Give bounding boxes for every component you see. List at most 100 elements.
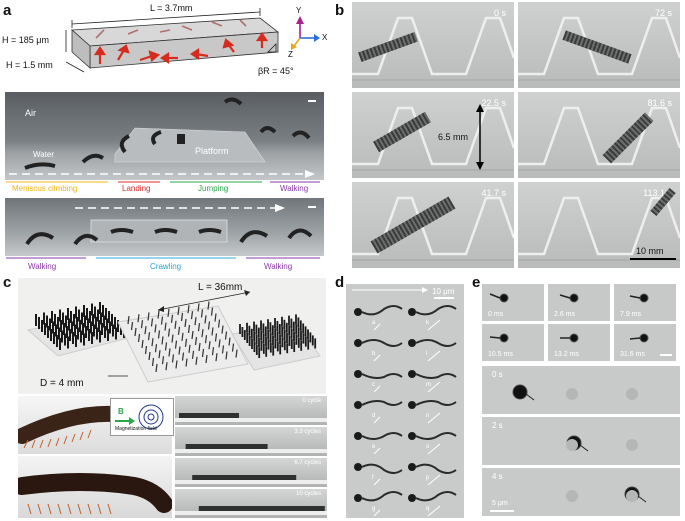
d-scale-label: 10 μm (432, 287, 455, 296)
swimmer-head (354, 463, 362, 471)
direction-arrow (427, 412, 441, 424)
pillar (214, 333, 218, 342)
b-scale-bar (630, 258, 676, 260)
timelapse-frame: 41.7 s (352, 182, 514, 268)
swimmer-tail (361, 491, 403, 502)
pillar (171, 334, 174, 343)
pillar (161, 336, 164, 345)
axis-y-label: Y (296, 6, 302, 15)
swimmer-head (408, 463, 416, 471)
phase-meniscus-climbing: Meniscus climbing (12, 184, 78, 193)
pillar (137, 314, 140, 323)
pillar (164, 322, 167, 331)
pillar (198, 342, 201, 352)
panel-label-a: a (3, 2, 12, 19)
particle-time-label: 13.2 ms (554, 351, 579, 358)
pillar (211, 347, 215, 356)
swimmer-head (354, 370, 362, 378)
pillar (170, 314, 174, 323)
pillar (151, 357, 155, 367)
particle-frame-small: 2.6 ms (548, 284, 610, 321)
swimmer-tail (415, 463, 457, 474)
cycle-robot (175, 506, 327, 515)
millipede-1-drawing (18, 405, 122, 449)
swimmer-tail (415, 491, 457, 502)
field-b-label: B (118, 407, 124, 416)
cycle-label: 6.7 cycles (294, 460, 321, 466)
phase-walking-1: Walking (280, 184, 309, 193)
pillar (134, 327, 137, 337)
pillar (187, 305, 190, 314)
pillar (167, 328, 171, 337)
swimmer-head (354, 432, 362, 440)
pillar (211, 327, 214, 336)
pillar (184, 318, 187, 328)
swimmer-head (354, 308, 362, 316)
particle-time-label: 31.6 ms (620, 351, 645, 358)
length-dimension: L = 3.7mm (150, 3, 193, 13)
pillar (155, 363, 158, 373)
particle-with-tail (629, 333, 649, 343)
phase-brackets-bottom (6, 257, 320, 259)
pillar (140, 320, 144, 329)
direction-arrow (373, 478, 381, 486)
phase-crawling: Crawling (150, 262, 182, 271)
pillar (154, 344, 158, 353)
pillar (231, 343, 235, 352)
pillar (214, 313, 217, 322)
swimmer-tail (415, 400, 457, 406)
cycle-label: 0 cycle (302, 398, 321, 404)
direction-arrow (373, 323, 381, 331)
particle-frame-small: 7.9 ms (614, 284, 676, 321)
phase-jumping: Jumping (198, 184, 229, 193)
timelapse-frame: 0 s (352, 2, 514, 88)
direction-arrow (427, 443, 441, 455)
panel-label-d: d (335, 274, 345, 291)
pillar (174, 320, 177, 329)
pillar (221, 325, 224, 334)
pillar (181, 352, 185, 361)
cycle-frames: 0 cycle 3.3 cycles 6.7 cycles 10 cycles (175, 396, 327, 518)
particle-with-tail (559, 293, 579, 303)
pillar (174, 340, 178, 349)
direction-arrow (373, 354, 381, 362)
cycle-frame: 10 cycles (175, 489, 327, 518)
particle-frame-small: 13.2 ms (548, 324, 610, 361)
pillar (148, 351, 151, 361)
phase-walking-3: Walking (264, 262, 293, 271)
timestamp-t-113-1s: 113.1 s (643, 188, 672, 198)
frame-letter: c (372, 382, 375, 388)
timelapse-frame: 113.1 s 10 mm (518, 182, 680, 268)
scale-bar (308, 206, 316, 208)
pillar (184, 338, 188, 347)
cycle-label: 10 cycles (295, 491, 321, 497)
swimmer-head (408, 339, 416, 347)
timelapse-frame: 72 s (518, 2, 680, 88)
timestamp-t-41-7s: 41.7 s (481, 188, 506, 198)
magnetization-inset: B Magnetization field (110, 398, 174, 436)
swimmer-tail (415, 432, 457, 440)
swimmer-tail (415, 339, 457, 347)
cycle-robot (175, 413, 327, 422)
cycle-frame: 3.3 cycles (175, 427, 327, 456)
pillar (147, 312, 150, 321)
particle-track (512, 384, 638, 401)
timelapse-frame: 22.5 s 6.5 mm (352, 92, 514, 178)
pillar (157, 330, 161, 339)
pillar (197, 303, 200, 312)
magnetization-schematic: L = 3.7mm H = 185 μm H = 1.5 mm βR = 45°… (0, 0, 330, 90)
pillar (200, 309, 204, 318)
pillar (147, 332, 151, 341)
pillar (217, 319, 221, 328)
swimmer-tail (361, 463, 403, 474)
axis-x-label: X (322, 33, 328, 42)
pillar (150, 318, 154, 327)
axis-z-label: Z (288, 50, 293, 59)
cycle-frame: 6.7 cycles (175, 458, 327, 487)
crawling-sequence-photo (5, 198, 324, 256)
pillar (161, 356, 165, 365)
cycle-robot (175, 444, 327, 453)
pillar (177, 326, 181, 335)
magnetization-spiral (115, 404, 164, 430)
pillar (130, 321, 134, 331)
